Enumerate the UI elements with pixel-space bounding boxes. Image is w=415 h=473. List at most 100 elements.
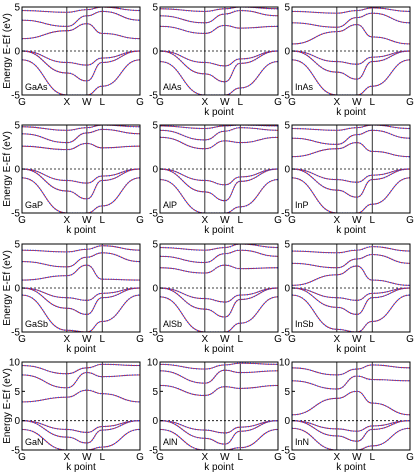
band-1-solid — [292, 168, 410, 198]
band-0-solid — [22, 177, 140, 213]
band-1-dotted — [292, 168, 410, 198]
y-tick-label: 0 — [152, 47, 158, 58]
x-axis-title: k point — [204, 462, 234, 473]
x-tick-label: G — [156, 215, 164, 226]
x-tick-label: X — [202, 334, 209, 345]
x-axis-title: k point — [336, 225, 366, 236]
band-2-dotted — [292, 168, 410, 183]
material-label: GaN — [25, 437, 44, 447]
band-3-dotted — [292, 23, 410, 45]
band-4-dotted — [22, 10, 140, 28]
x-axis-title: k point — [204, 107, 234, 118]
panel-alas: -5 0 5 G X W L Gk point AlAs — [149, 3, 282, 119]
band-4-solid — [22, 252, 140, 268]
y-tick-label: 5 — [152, 3, 158, 14]
x-tick-label: W — [220, 97, 230, 108]
x-tick-label: L — [99, 334, 105, 345]
band-5-solid — [292, 7, 410, 14]
y-tick-label: 10 — [147, 358, 159, 369]
material-label: AlP — [163, 200, 177, 210]
band-5-dotted — [160, 362, 278, 370]
x-tick-label: W — [220, 215, 230, 226]
band-0-dotted — [292, 427, 410, 450]
x-axis-title: k point — [204, 225, 234, 236]
bands — [292, 7, 410, 95]
panel-gaas: -5 0 5 G X W L G Energy E-Ef (eV) GaAs — [2, 3, 144, 109]
x-tick-label: X — [202, 452, 209, 463]
band-0-dotted — [160, 428, 278, 450]
panel-inn: -5 0 5 10 G X W L Gk point InN — [279, 358, 414, 473]
y-axis-title: Energy E-Ef (eV) — [2, 13, 13, 89]
y-tick-label: 5 — [152, 387, 158, 398]
y-tick-label: -5 — [281, 91, 290, 102]
material-label: AlAs — [163, 82, 182, 92]
x-tick-label: G — [136, 452, 144, 463]
x-tick-label: G — [156, 452, 164, 463]
band-1-solid — [22, 420, 140, 444]
x-tick-label: L — [237, 97, 243, 108]
band-2-dotted — [292, 50, 410, 65]
band-1-solid — [160, 287, 278, 318]
band-4-solid — [292, 375, 410, 390]
band-4-dotted — [292, 375, 410, 390]
y-tick-label: 10 — [9, 358, 21, 369]
x-tick-label: L — [369, 97, 375, 108]
panel-insb: -5 0 5 G X W L Gk point InSb — [281, 240, 414, 356]
x-tick-label: W — [82, 97, 92, 108]
y-tick-label: 5 — [284, 240, 290, 251]
x-tick-label: X — [334, 334, 341, 345]
band-4-solid — [292, 254, 410, 269]
x-tick-label: G — [136, 97, 144, 108]
panel-gan: -5 0 5 10 G X W L Gk point Energy E-Ef (eV) GaN — [2, 358, 144, 473]
panel-alp: -5 0 5 G X W L Gk point AlP — [149, 121, 282, 237]
band-5-dotted — [22, 125, 140, 131]
band-0-solid — [292, 427, 410, 450]
bands — [160, 362, 278, 450]
y-tick-label: 5 — [14, 387, 20, 398]
x-tick-label: X — [202, 215, 209, 226]
x-tick-label: G — [136, 215, 144, 226]
plot-frame — [291, 361, 411, 451]
band-4-dotted — [22, 371, 140, 389]
x-tick-label: X — [64, 452, 71, 463]
band-4-solid — [292, 129, 410, 145]
band-0-solid — [22, 59, 140, 95]
x-tick-label: G — [406, 452, 414, 463]
band-5-solid — [292, 125, 410, 131]
band-3-solid — [292, 142, 410, 158]
band-1-dotted — [160, 168, 278, 202]
x-tick-label: L — [99, 452, 105, 463]
band-5-dotted — [292, 245, 410, 254]
y-tick-label: 5 — [14, 121, 20, 132]
y-tick-label: 0 — [152, 416, 158, 427]
x-tick-label: X — [334, 97, 341, 108]
band-4-dotted — [160, 369, 278, 384]
band-3-solid — [160, 25, 278, 34]
y-tick-label: -5 — [149, 446, 158, 457]
band-1-dotted — [22, 50, 140, 82]
y-tick-label: 0 — [152, 284, 158, 295]
x-tick-label: G — [136, 334, 144, 345]
band-5-solid — [22, 125, 140, 131]
x-tick-label: G — [18, 334, 26, 345]
x-tick-label: L — [369, 334, 375, 345]
x-tick-label: G — [18, 97, 26, 108]
x-tick-label: X — [64, 334, 71, 345]
y-tick-label: -5 — [149, 209, 158, 220]
bands — [292, 125, 410, 213]
x-tick-label: G — [18, 452, 26, 463]
y-tick-label: 5 — [284, 3, 290, 14]
x-axis-title: k point — [66, 344, 96, 355]
band-1-dotted — [22, 168, 140, 200]
material-label: InP — [295, 200, 309, 210]
x-tick-label: X — [64, 97, 71, 108]
x-tick-label: G — [406, 334, 414, 345]
x-tick-label: G — [288, 97, 296, 108]
band-0-solid — [292, 177, 410, 213]
x-tick-label: X — [64, 215, 71, 226]
y-axis-title: Energy E-Ef (eV) — [2, 368, 13, 444]
band-2-dotted — [22, 287, 140, 301]
x-tick-label: W — [220, 452, 230, 463]
material-label: InSb — [295, 319, 314, 329]
